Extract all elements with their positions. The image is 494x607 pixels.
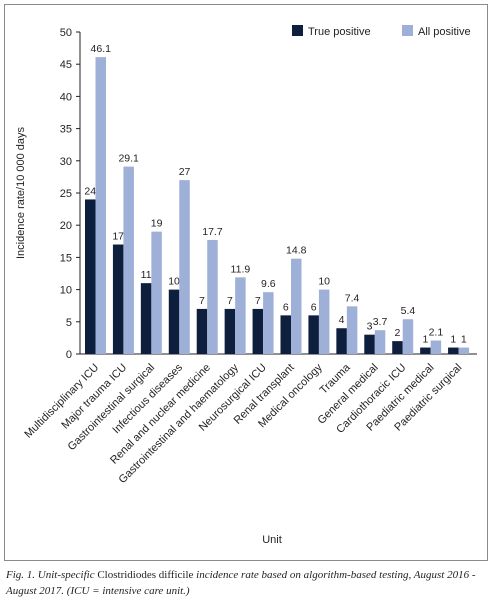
- y-tick-label: 10: [60, 285, 72, 297]
- data-label: 2: [395, 327, 401, 339]
- data-label: 46.1: [91, 43, 112, 55]
- y-tick-label: 0: [66, 349, 72, 361]
- bar-all-positive: [318, 289, 330, 354]
- y-tick-label: 45: [60, 59, 72, 71]
- data-label: 7: [255, 295, 261, 307]
- bar-all-positive: [458, 347, 470, 354]
- data-label: 2.1: [429, 326, 444, 338]
- bar-all-positive: [123, 166, 134, 354]
- legend-label: True positive: [308, 26, 371, 38]
- bar-true-positive: [252, 308, 264, 354]
- bar-true-positive: [224, 308, 236, 354]
- data-label: 4: [339, 314, 345, 326]
- bar-all-positive: [235, 277, 246, 354]
- data-label: 11.9: [231, 263, 251, 275]
- data-label: 10: [318, 276, 330, 288]
- y-tick-label: 30: [60, 156, 72, 168]
- x-axis-title: Unit: [262, 534, 282, 546]
- caption-suffix: incidence rate based on algorithm-based …: [6, 569, 476, 597]
- data-label: 19: [151, 218, 163, 230]
- data-label: 7.4: [345, 292, 360, 304]
- bar-true-positive: [308, 315, 319, 354]
- bar-all-positive: [402, 319, 414, 354]
- legend-swatch: [292, 25, 303, 36]
- y-tick-label: 40: [60, 91, 72, 103]
- y-tick-label: 20: [60, 220, 72, 232]
- bar-all-positive: [179, 180, 190, 354]
- bar-all-positive: [291, 258, 302, 354]
- figure-caption: Fig. 1. Unit-specific Clostridiodes diff…: [6, 567, 490, 599]
- bar-chart: 051015202530354045502446.1Multidisciplin…: [15, 25, 477, 546]
- bar-all-positive: [207, 240, 218, 354]
- bar-all-positive: [430, 340, 442, 354]
- data-label: 3.7: [373, 316, 388, 328]
- data-label: 17: [112, 231, 124, 243]
- data-label: 1: [450, 334, 456, 346]
- data-label: 3: [367, 321, 373, 333]
- bar-true-positive: [85, 199, 96, 354]
- y-tick-label: 5: [66, 317, 72, 329]
- data-label: 7: [199, 295, 205, 307]
- caption-prefix: Fig. 1. Unit-specific: [6, 569, 98, 581]
- bar-true-positive: [112, 244, 124, 354]
- bar-all-positive: [263, 292, 274, 354]
- data-label: 1: [422, 334, 428, 346]
- y-axis-title: Incidence rate/10 000 days: [15, 126, 27, 259]
- data-label: 5.4: [401, 305, 416, 317]
- data-label: 27: [179, 166, 191, 178]
- bar-all-positive: [151, 231, 162, 354]
- data-label: 29.1: [118, 153, 139, 165]
- data-label: 9.6: [261, 278, 276, 290]
- data-label: 14.8: [286, 245, 307, 257]
- y-tick-label: 35: [60, 124, 72, 136]
- bar-true-positive: [420, 347, 431, 354]
- data-label: 7: [227, 295, 233, 307]
- bar-true-positive: [364, 334, 375, 354]
- data-label: 11: [141, 269, 152, 281]
- bar-true-positive: [448, 347, 459, 354]
- bar-all-positive: [95, 57, 106, 355]
- data-label: 17.7: [202, 226, 223, 238]
- bar-true-positive: [140, 283, 152, 354]
- data-label: 6: [283, 301, 289, 313]
- bar-all-positive: [374, 330, 386, 354]
- caption-organism: Clostridiodes difficile: [97, 569, 194, 581]
- y-tick-label: 25: [60, 188, 72, 200]
- bar-all-positive: [346, 306, 358, 354]
- bar-true-positive: [280, 315, 291, 354]
- data-label: 24: [84, 185, 96, 197]
- y-tick-label: 15: [60, 252, 72, 264]
- legend-label: All positive: [418, 26, 471, 38]
- data-label: 10: [168, 276, 180, 288]
- bar-true-positive: [168, 289, 180, 354]
- y-tick-label: 50: [60, 27, 72, 39]
- bar-true-positive: [392, 341, 403, 354]
- bar-true-positive: [196, 308, 208, 354]
- data-label: 6: [311, 301, 317, 313]
- bar-true-positive: [336, 328, 347, 354]
- legend-swatch: [402, 25, 413, 36]
- figure-frame: [4, 4, 488, 561]
- data-label: 1: [461, 334, 467, 346]
